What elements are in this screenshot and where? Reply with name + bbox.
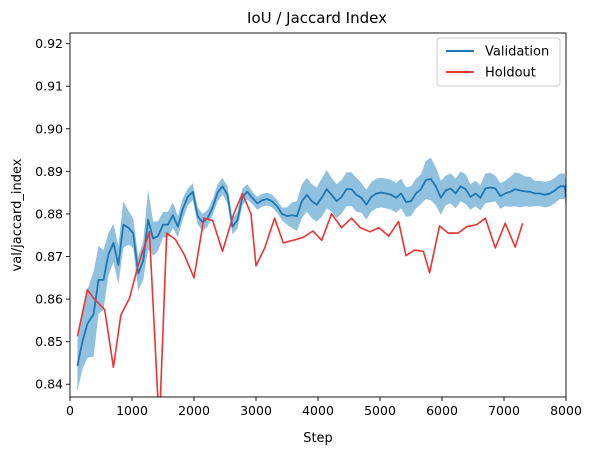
x-tick-label: 4000: [302, 403, 334, 418]
plot-area: [76, 157, 566, 397]
legend-label-holdout: Holdout: [485, 66, 536, 81]
y-axis-label: val/jaccard_index: [10, 158, 25, 271]
y-tick-label: 0.87: [35, 249, 63, 264]
y-tick-label: 0.92: [35, 36, 63, 51]
y-tick-label: 0.91: [35, 79, 63, 94]
legend: Validation Holdout: [436, 37, 561, 87]
x-axis: 0 1000 2000 3000 4000 5000 6000 7000 8000: [66, 397, 582, 418]
y-tick-label: 0.88: [35, 206, 63, 221]
x-tick-label: 0: [66, 403, 74, 418]
legend-label-validation: Validation: [485, 45, 549, 60]
x-tick-label: 2000: [178, 403, 210, 418]
y-tick-label: 0.86: [35, 292, 63, 307]
x-tick-label: 3000: [240, 403, 272, 418]
chart-title: IoU / Jaccard Index: [247, 9, 387, 27]
x-tick-label: 1000: [116, 403, 148, 418]
series-line-holdout: [76, 192, 524, 397]
x-axis-label: Step: [303, 431, 333, 446]
y-tick-label: 0.84: [35, 377, 63, 392]
x-tick-label: 8000: [550, 403, 582, 418]
y-tick-label: 0.89: [35, 164, 63, 179]
validation-band: [77, 157, 566, 392]
series-line-validation: [76, 178, 566, 367]
y-axis: 0.84 0.85 0.86 0.87 0.88 0.89 0.90 0.91 0.92: [35, 36, 70, 392]
x-tick-label: 7000: [488, 403, 520, 418]
y-tick-label: 0.90: [35, 121, 63, 136]
x-tick-label: 5000: [364, 403, 396, 418]
y-tick-label: 0.85: [35, 334, 63, 349]
x-tick-label: 6000: [426, 403, 458, 418]
